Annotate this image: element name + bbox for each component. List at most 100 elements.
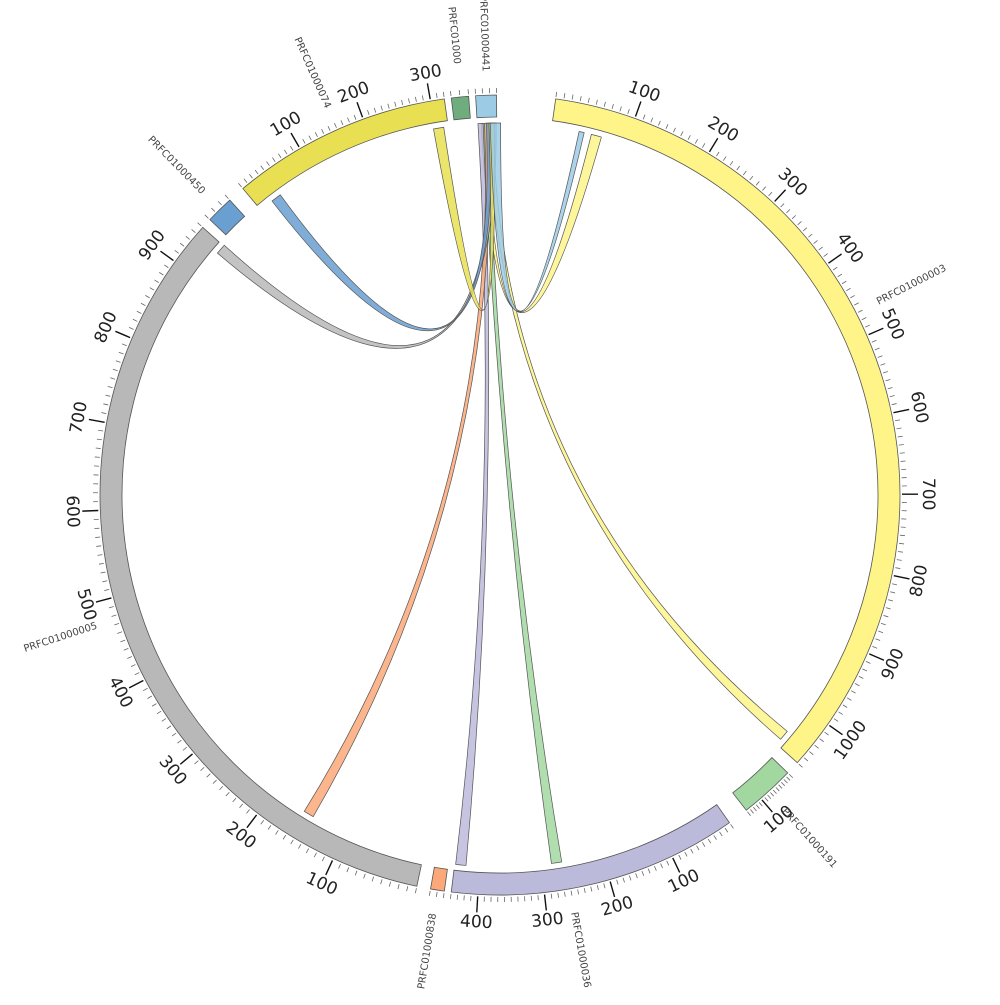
- minor-tick: [847, 698, 851, 701]
- minor-tick: [872, 340, 877, 342]
- minor-tick: [851, 691, 855, 693]
- minor-tick: [152, 704, 156, 707]
- minor-tick: [267, 162, 270, 166]
- link-prfc01000003-prfc01000441: [488, 123, 788, 739]
- minor-tick: [688, 135, 690, 139]
- minor-tick: [238, 183, 241, 187]
- minor-tick: [597, 885, 598, 890]
- minor-tick: [278, 154, 281, 158]
- minor-tick: [884, 615, 889, 616]
- minor-tick: [322, 129, 324, 133]
- minor-tick: [436, 93, 437, 98]
- minor-tick: [643, 115, 645, 120]
- minor-tick: [272, 158, 275, 162]
- tick-label: 300: [774, 164, 811, 201]
- minor-tick: [354, 115, 356, 120]
- minor-tick: [175, 250, 179, 253]
- tick-label: 800: [906, 563, 932, 599]
- minor-tick: [661, 864, 663, 869]
- segment-prfc01000441: [476, 95, 497, 118]
- minor-tick: [124, 648, 129, 650]
- minor-tick: [177, 740, 181, 743]
- minor-tick: [443, 92, 444, 97]
- minor-tick: [183, 747, 187, 750]
- tick-label: 200: [222, 818, 260, 854]
- minor-tick: [429, 891, 430, 896]
- minor-tick: [104, 589, 109, 590]
- links-layer: [217, 123, 787, 865]
- minor-tick: [309, 136, 311, 140]
- minor-tick: [233, 798, 236, 802]
- minor-tick: [261, 820, 264, 824]
- minor-tick: [883, 372, 888, 374]
- minor-tick: [773, 790, 776, 794]
- tick-label: 900: [878, 645, 909, 683]
- major-tick: [610, 882, 614, 897]
- minor-tick: [141, 303, 145, 305]
- minor-tick: [459, 90, 460, 95]
- minor-tick: [276, 830, 279, 834]
- tick-label: 700: [918, 478, 938, 510]
- segment-label-prfc01000450: PRFC01000450: [145, 134, 207, 196]
- minor-tick: [101, 413, 106, 414]
- major-tick: [673, 858, 680, 872]
- minor-tick: [666, 124, 668, 129]
- minor-tick: [164, 265, 168, 268]
- minor-tick: [750, 809, 753, 813]
- tick-label: 500: [72, 586, 100, 622]
- minor-tick: [162, 719, 166, 722]
- minor-tick: [211, 208, 215, 212]
- minor-tick: [436, 892, 437, 897]
- minor-tick: [895, 420, 900, 421]
- minor-tick: [225, 195, 228, 199]
- minor-tick: [588, 98, 589, 103]
- minor-tick: [564, 93, 565, 98]
- minor-tick: [865, 325, 870, 327]
- minor-tick: [198, 223, 202, 226]
- major-tick: [180, 754, 192, 764]
- minor-tick: [808, 234, 812, 237]
- minor-tick: [572, 95, 573, 100]
- minor-tick: [355, 871, 357, 876]
- tick-label: 600: [906, 389, 932, 425]
- minor-tick: [154, 280, 158, 283]
- segment-prfc01000074: [243, 99, 448, 206]
- minor-tick: [564, 892, 565, 897]
- minor-tick: [747, 812, 750, 816]
- minor-tick: [298, 844, 300, 848]
- segment-prfc01000838: [431, 867, 448, 891]
- minor-tick: [117, 632, 122, 634]
- minor-tick: [714, 835, 717, 839]
- minor-tick: [201, 767, 205, 770]
- minor-tick: [95, 537, 100, 538]
- minor-tick: [786, 209, 790, 213]
- minor-tick: [101, 572, 106, 573]
- minor-tick: [114, 623, 119, 625]
- minor-tick: [654, 866, 656, 871]
- major-tick: [115, 331, 130, 337]
- major-tick: [160, 251, 173, 260]
- minor-tick: [854, 303, 858, 305]
- major-tick: [82, 511, 98, 512]
- minor-tick: [172, 733, 176, 736]
- minor-tick: [765, 797, 768, 801]
- minor-tick: [159, 272, 163, 275]
- minor-tick: [186, 236, 190, 239]
- tick-label: 100: [626, 77, 663, 107]
- minor-tick: [303, 139, 305, 143]
- minor-tick: [862, 318, 866, 320]
- major-tick: [762, 800, 772, 812]
- minor-tick: [776, 787, 779, 791]
- minor-tick: [450, 894, 451, 899]
- minor-tick: [314, 853, 316, 857]
- minor-tick: [367, 110, 369, 115]
- minor-tick: [731, 824, 734, 828]
- minor-tick: [886, 608, 891, 609]
- minor-tick: [113, 369, 118, 371]
- minor-tick: [695, 139, 697, 143]
- minor-tick: [892, 584, 897, 585]
- minor-tick: [131, 665, 136, 667]
- minor-tick: [339, 864, 341, 869]
- major-tick: [894, 576, 910, 579]
- minor-tick: [897, 560, 902, 561]
